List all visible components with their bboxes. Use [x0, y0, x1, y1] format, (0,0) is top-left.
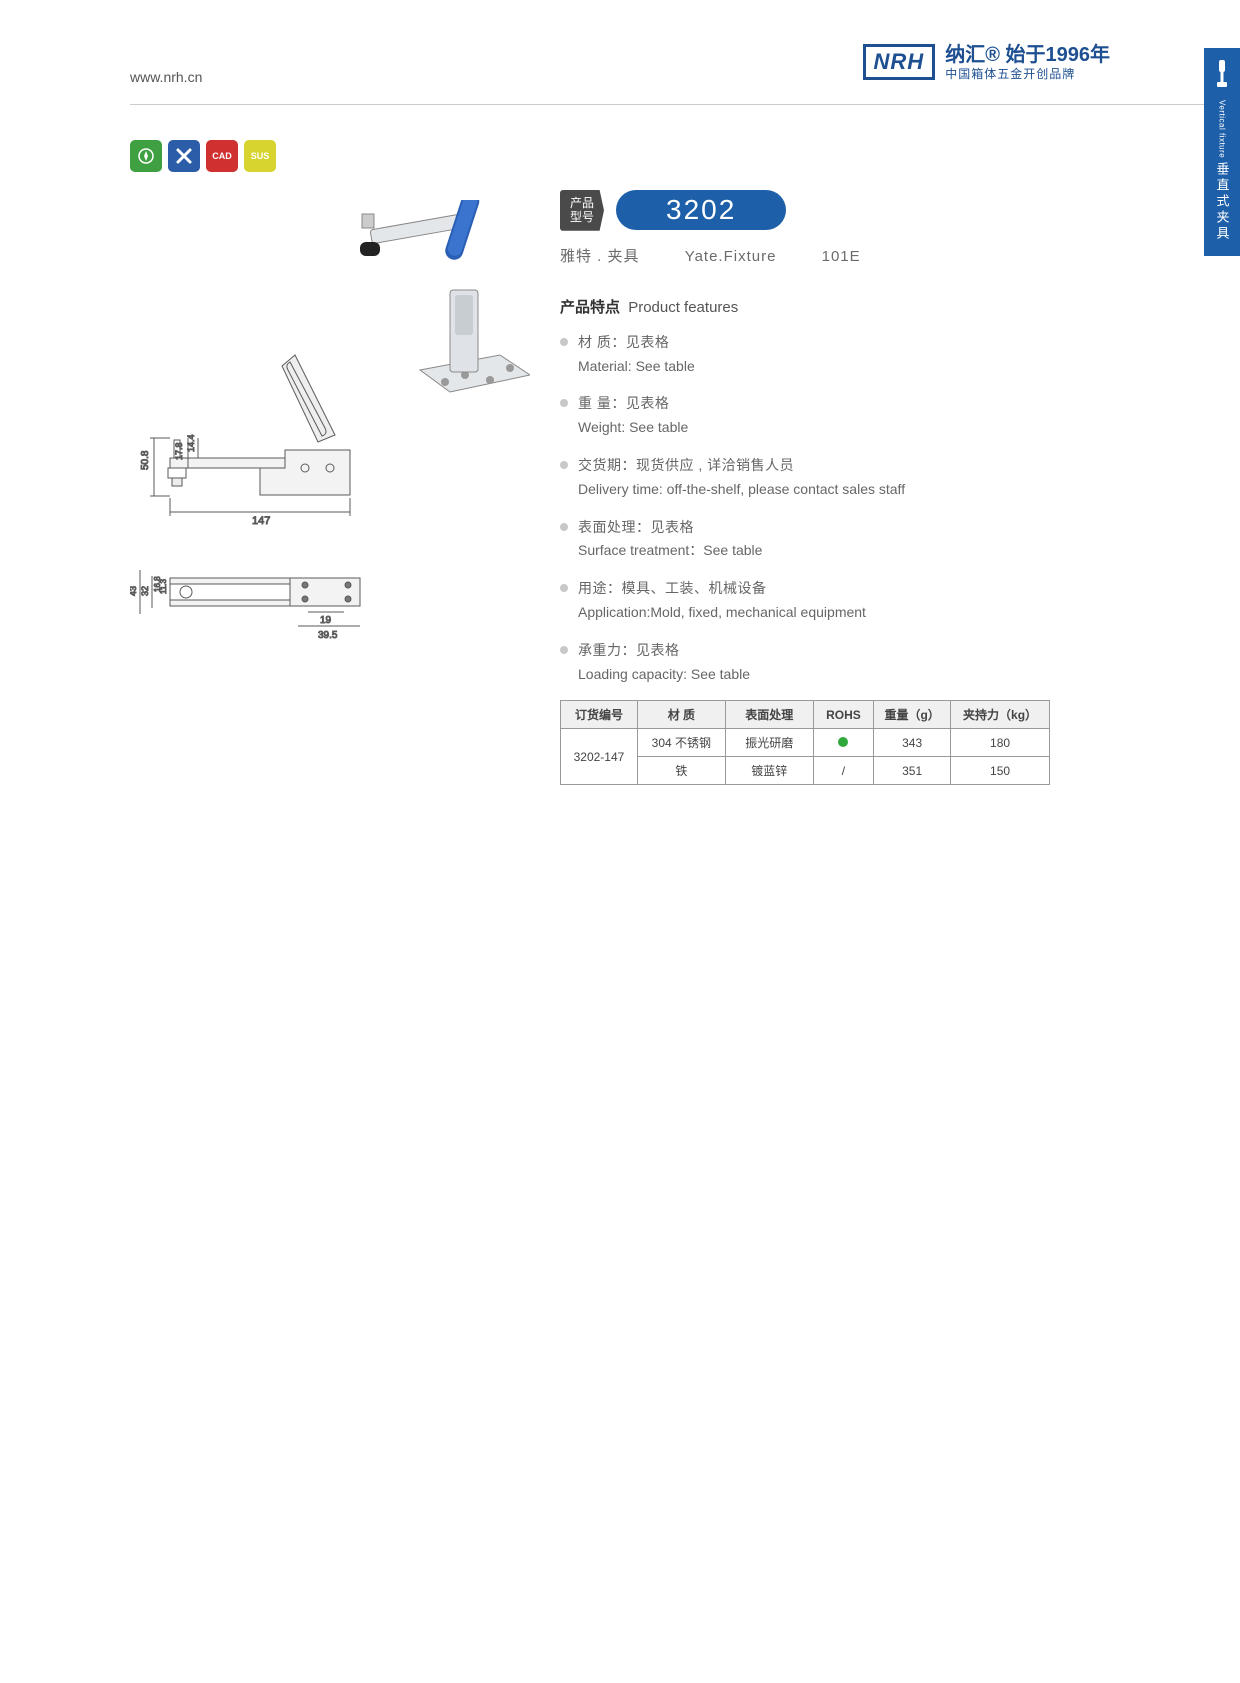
feature-item: 承重力：见表格Loading capacity: See table	[560, 639, 1100, 687]
col-weight: 重量（g）	[874, 701, 951, 729]
eco-icon	[130, 140, 162, 172]
tech-drawing: 50.8 17.8 14.4 147 43 32	[130, 200, 530, 680]
clamp-icon	[1212, 58, 1232, 90]
table-row: 3202-147 304 不锈钢 振光研磨 343 180	[561, 729, 1050, 757]
cell-order: 3202-147	[561, 729, 638, 785]
table-header-row: 订货编号 材 质 表面处理 ROHS 重量（g） 夹持力（kg）	[561, 701, 1050, 729]
svg-text:14.4: 14.4	[186, 434, 196, 452]
svg-text:17.8: 17.8	[174, 442, 184, 460]
dim-147: 147	[252, 515, 270, 527]
cell: 351	[874, 757, 951, 785]
svg-text:39.5: 39.5	[318, 630, 338, 641]
side-tab-cn: 垂直式夹具	[1213, 162, 1232, 242]
sus-icon: SUS	[244, 140, 276, 172]
header-url: www.nrh.cn	[130, 69, 202, 85]
cell: /	[813, 757, 873, 785]
feature-item: 材 质：见表格Material: See table	[560, 331, 1100, 379]
logo-text: 纳汇® 始于1996年 中国箱体五金开创品牌	[945, 43, 1110, 81]
dim-50-8: 50.8	[140, 450, 151, 470]
cell: 150	[951, 757, 1050, 785]
model-row: 产品型号 3202	[560, 190, 1100, 231]
model-label: 产品型号	[560, 190, 604, 231]
col-material: 材 质	[637, 701, 725, 729]
logo-nrh: NRH	[863, 44, 936, 80]
col-rohs: ROHS	[813, 701, 873, 729]
cell: 镀蓝锌	[725, 757, 813, 785]
svg-text:11.3: 11.3	[159, 578, 168, 594]
icon-row: CAD SUS	[130, 140, 276, 172]
spec-table: 订货编号 材 质 表面处理 ROHS 重量（g） 夹持力（kg） 3202-14…	[560, 700, 1050, 785]
subtitle-row: 雅特 . 夹具 Yate.Fixture 101E	[560, 245, 1100, 266]
brand-sub: 中国箱体五金开创品牌	[945, 67, 1110, 81]
sub-en: Yate.Fixture	[685, 248, 777, 265]
svg-text:32: 32	[140, 586, 150, 596]
rohs-dot-icon	[838, 737, 848, 747]
sub-cn: 雅特 . 夹具	[560, 248, 640, 265]
feature-item: 重 量：见表格Weight: See table	[560, 392, 1100, 440]
cell: 铁	[637, 757, 725, 785]
feature-list: 材 质：见表格Material: See table 重 量：见表格Weight…	[560, 331, 1100, 687]
cad-icon: CAD	[206, 140, 238, 172]
diagram-area: 50.8 17.8 14.4 147 43 32	[130, 200, 530, 680]
feature-item: 交货期：现货供应 , 详洽销售人员Delivery time: off-the-…	[560, 454, 1100, 502]
features-title: 产品特点 Product features	[560, 296, 1100, 317]
brand-main: 纳汇® 始于1996年	[945, 43, 1110, 67]
features-title-en: Product features	[628, 299, 738, 316]
col-load: 夹持力（kg）	[951, 701, 1050, 729]
svg-text:19: 19	[320, 615, 332, 626]
col-surface: 表面处理	[725, 701, 813, 729]
cell-rohs	[813, 729, 873, 757]
feature-item: 表面处理：见表格Surface treatment：See table	[560, 516, 1100, 564]
sub-code: 101E	[822, 248, 861, 265]
logo-block: NRH 纳汇® 始于1996年 中国箱体五金开创品牌	[863, 43, 1110, 81]
cell: 343	[874, 729, 951, 757]
col-order: 订货编号	[561, 701, 638, 729]
info-column: 产品型号 3202 雅特 . 夹具 Yate.Fixture 101E 产品特点…	[560, 190, 1100, 785]
side-tab: Vertical fixture 垂直式夹具	[1204, 48, 1240, 256]
features-title-cn: 产品特点	[560, 299, 620, 316]
cell: 304 不锈钢	[637, 729, 725, 757]
svg-text:43: 43	[130, 586, 138, 596]
feature-item: 用途：模具、工装、机械设备Application:Mold, fixed, me…	[560, 577, 1100, 625]
model-number: 3202	[616, 190, 786, 230]
side-tab-en: Vertical fixture	[1218, 100, 1227, 158]
cell: 180	[951, 729, 1050, 757]
cell: 振光研磨	[725, 729, 813, 757]
page-header: www.nrh.cn NRH 纳汇® 始于1996年 中国箱体五金开创品牌	[130, 55, 1240, 105]
cross-icon	[168, 140, 200, 172]
